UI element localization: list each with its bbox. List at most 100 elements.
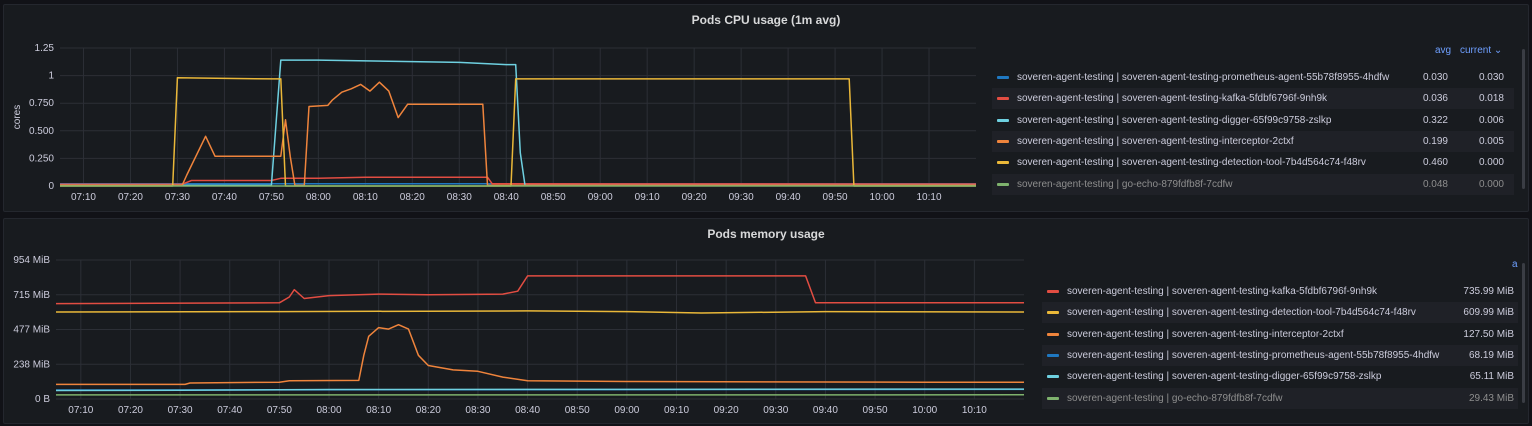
legend-item[interactable]: soveren-agent-testing | soveren-agent-te… bbox=[1042, 344, 1518, 366]
y-tick-label: 1.25 bbox=[35, 43, 55, 54]
legend-series-name: soveren-agent-testing | go-echo-879fdfb8… bbox=[1017, 178, 1233, 190]
legend-item[interactable]: soveren-agent-testing | soveren-agent-te… bbox=[992, 110, 1514, 131]
legend-item[interactable]: soveren-agent-testing | go-echo-879fdfb8… bbox=[992, 173, 1514, 195]
memory-usage-panel: Pods memory usage 0 B 238 MiB 477 MiB 715 M… bbox=[3, 218, 1529, 424]
series-line-yellow[interactable] bbox=[55, 310, 1025, 314]
legend-item[interactable]: soveren-agent-testing | soveren-agent-te… bbox=[1042, 281, 1518, 302]
legend-current-value: 127.50 MiB bbox=[1463, 328, 1514, 340]
x-tick-label: 08:00 bbox=[306, 192, 331, 203]
x-tick-label: 08:00 bbox=[317, 405, 342, 416]
y-tick-label: 0.750 bbox=[29, 98, 54, 109]
x-tick-label: 09:30 bbox=[729, 192, 754, 203]
x-tick-label: 08:10 bbox=[353, 192, 378, 203]
legend-avg-value: 0.048 bbox=[1422, 178, 1448, 190]
x-tick-label: 08:40 bbox=[515, 405, 540, 416]
series-line-orange[interactable] bbox=[60, 81, 976, 187]
legend-swatch bbox=[1047, 311, 1059, 315]
y-tick-label: 715 MiB bbox=[13, 290, 50, 301]
x-tick-label: 08:20 bbox=[400, 192, 425, 203]
series-line-red[interactable] bbox=[55, 275, 1024, 305]
memory-panel-title[interactable]: Pods memory usage bbox=[707, 227, 825, 241]
legend-item[interactable]: soveren-agent-testing | soveren-agent-te… bbox=[1042, 324, 1518, 345]
legend-current-value: 0.005 bbox=[1478, 135, 1504, 147]
series-line-cyan[interactable] bbox=[55, 388, 1025, 392]
x-tick-label: 09:10 bbox=[664, 405, 689, 416]
y-tick-label: 0 bbox=[48, 181, 54, 192]
x-tick-label: 07:10 bbox=[68, 405, 93, 416]
x-tick-label: 10:00 bbox=[870, 192, 895, 203]
cpu-usage-chart[interactable]: 0 0.250 0.500 0.750 1 1.25 07:10 07:20 07:30 07:4… bbox=[4, 5, 984, 213]
x-tick-label: 09:40 bbox=[776, 192, 801, 203]
legend-swatch bbox=[997, 76, 1009, 79]
legend-series-name: soveren-agent-testing | soveren-agent-te… bbox=[1067, 349, 1440, 361]
x-tick-label: 10:10 bbox=[962, 405, 987, 416]
x-tick-label: 09:10 bbox=[635, 192, 660, 203]
x-tick-label: 08:10 bbox=[366, 405, 391, 416]
memory-usage-chart[interactable]: 0 B 238 MiB 477 MiB 715 MiB 954 MiB 07:10 07:2… bbox=[4, 219, 1032, 425]
x-tick-label: 07:40 bbox=[217, 405, 242, 416]
x-tick-label: 07:30 bbox=[168, 405, 193, 416]
legend-swatch bbox=[997, 139, 1009, 143]
legend-current-value: 735.99 MiB bbox=[1463, 286, 1514, 297]
legend-series-name: soveren-agent-testing | soveren-agent-te… bbox=[1017, 114, 1332, 126]
cpu-legend: avg current ⌄ soveren-agent-testing | so… bbox=[992, 45, 1514, 195]
x-tick-label: 07:50 bbox=[259, 192, 284, 203]
legend-current-value: 0.030 bbox=[1478, 72, 1504, 83]
legend-swatch bbox=[1047, 290, 1059, 293]
legend-header-avg[interactable]: avg bbox=[1435, 45, 1452, 56]
legend-swatch bbox=[997, 118, 1009, 122]
x-tick-label: 07:20 bbox=[118, 192, 143, 203]
x-tick-label: 07:20 bbox=[118, 405, 143, 416]
x-tick-label: 09:50 bbox=[823, 192, 848, 203]
legend-series-name: soveren-agent-testing | soveren-agent-te… bbox=[1017, 72, 1390, 83]
x-tick-label: 09:50 bbox=[863, 405, 888, 416]
series-line-cyan[interactable] bbox=[60, 59, 977, 187]
x-tick-label: 09:30 bbox=[763, 405, 788, 416]
legend-swatch bbox=[1047, 396, 1059, 400]
y-tick-label: 954 MiB bbox=[13, 255, 50, 266]
legend-swatch bbox=[997, 182, 1009, 186]
legend-avg-value: 0.036 bbox=[1422, 93, 1448, 105]
series-line-yellow[interactable] bbox=[60, 77, 976, 187]
cpu-legend-scrollbar[interactable] bbox=[1522, 49, 1525, 189]
legend-header-current[interactable]: current ⌄ bbox=[1460, 45, 1503, 56]
x-tick-label: 08:50 bbox=[565, 405, 590, 416]
legend-item[interactable]: soveren-agent-testing | soveren-agent-te… bbox=[992, 88, 1514, 110]
legend-swatch bbox=[997, 161, 1009, 165]
legend-item[interactable]: soveren-agent-testing | soveren-agent-te… bbox=[992, 152, 1514, 173]
legend-item[interactable]: soveren-agent-testing | soveren-agent-te… bbox=[1042, 366, 1518, 387]
legend-swatch bbox=[1047, 353, 1059, 357]
x-tick-label: 08:30 bbox=[447, 192, 472, 203]
legend-item[interactable]: soveren-agent-testing | go-echo-879fdfb8… bbox=[1042, 387, 1518, 409]
legend-current-value: 609.99 MiB bbox=[1463, 307, 1514, 319]
legend-current-value: 0.018 bbox=[1478, 93, 1504, 105]
series-line-orange[interactable] bbox=[56, 323, 1024, 386]
y-axis-label: cores bbox=[12, 105, 23, 129]
cpu-panel-title[interactable]: Pods CPU usage (1m avg) bbox=[691, 13, 841, 27]
y-tick-label: 0.500 bbox=[29, 126, 54, 137]
series-line-red[interactable] bbox=[60, 176, 977, 186]
x-tick-label: 08:30 bbox=[465, 405, 490, 416]
x-tick-label: 10:00 bbox=[912, 405, 937, 416]
legend-item[interactable]: soveren-agent-testing | soveren-agent-te… bbox=[992, 67, 1514, 88]
x-tick-label: 08:50 bbox=[541, 192, 566, 203]
legend-item[interactable]: soveren-agent-testing | soveren-agent-te… bbox=[992, 130, 1514, 152]
legend-series-name: soveren-agent-testing | soveren-agent-te… bbox=[1067, 328, 1344, 340]
legend-header-current[interactable]: a bbox=[1512, 259, 1518, 270]
y-tick-label: 477 MiB bbox=[13, 325, 50, 336]
legend-swatch bbox=[1047, 375, 1059, 379]
legend-item[interactable]: soveren-agent-testing | soveren-agent-te… bbox=[1042, 302, 1518, 324]
legend-current-value: 29.43 MiB bbox=[1468, 392, 1514, 404]
legend-current-value: 65.11 MiB bbox=[1469, 371, 1514, 383]
memory-legend-scrollbar[interactable] bbox=[1522, 263, 1525, 403]
legend-swatch bbox=[1047, 332, 1059, 336]
legend-avg-value: 0.030 bbox=[1422, 72, 1448, 83]
memory-legend: a soveren-agent-testing | soveren-agent-… bbox=[1042, 259, 1520, 409]
x-tick-label: 09:40 bbox=[813, 405, 838, 416]
legend-series-name: soveren-agent-testing | soveren-agent-te… bbox=[1067, 371, 1382, 383]
legend-series-name: soveren-agent-testing | soveren-agent-te… bbox=[1017, 93, 1328, 105]
x-tick-label: 07:10 bbox=[71, 192, 96, 203]
legend-series-name: soveren-agent-testing | soveren-agent-te… bbox=[1017, 157, 1366, 169]
y-tick-label: 0 B bbox=[35, 394, 50, 405]
legend-series-name: soveren-agent-testing | go-echo-879fdfb8… bbox=[1067, 392, 1283, 404]
